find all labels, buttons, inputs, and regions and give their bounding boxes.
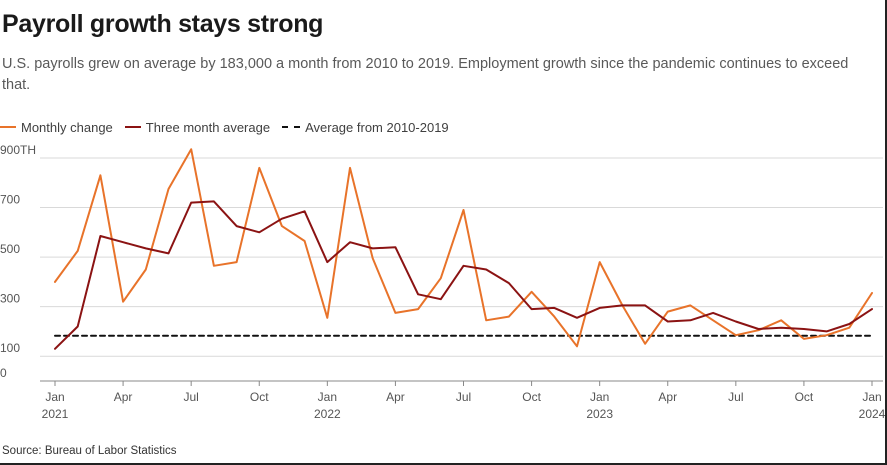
x-tick-label: Jan: [45, 390, 64, 404]
chart-legend: Monthly change Three month average Avera…: [0, 118, 461, 136]
legend-item-average: Average from 2010-2019: [282, 120, 449, 135]
series-line-monthly-change: [54, 148, 873, 348]
x-tick-label: Jul: [728, 390, 743, 404]
y-tick-label: 100: [0, 341, 20, 355]
x-tick-year-label: 2022: [314, 407, 341, 421]
y-tick-label: 700: [0, 193, 20, 207]
x-tick-label: Jan: [862, 390, 881, 404]
x-tick-year-label: 2024: [859, 407, 886, 421]
y-tick-label: 900TH: [0, 143, 36, 157]
legend-swatch-monthly: [0, 126, 16, 128]
y-tick-label: 500: [0, 242, 20, 256]
series-line-three-month-average: [54, 200, 873, 350]
chart-title: Payroll growth stays strong: [2, 10, 324, 38]
legend-label-monthly: Monthly change: [21, 119, 113, 135]
x-tick-year-label: 2023: [586, 407, 613, 421]
legend-swatch-three-month: [124, 126, 141, 128]
line-chart: 0 100 300 500 700 900TH Jan 2021 Apr Jul Oct Jan 202…: [0, 143, 886, 421]
x-tick-label: Jul: [183, 390, 198, 404]
x-tick-label: Jul: [456, 390, 471, 404]
x-tick-year-label: 2021: [42, 407, 69, 421]
legend-item-three-month: Three month average: [124, 119, 271, 135]
y-tick-label: 300: [0, 292, 20, 306]
legend-item-monthly: Monthly change: [0, 120, 113, 135]
y-tick-label: 0: [0, 366, 7, 380]
x-tick-label: Apr: [114, 390, 133, 404]
x-tick-label: Oct: [522, 390, 541, 404]
x-tick-label: Apr: [658, 390, 677, 404]
x-tick-label: Oct: [250, 390, 269, 404]
chart-subtitle: U.S. payrolls grew on average by 183,000…: [2, 56, 849, 93]
source-note: Source: Bureau of Labor Statistics: [2, 445, 177, 457]
x-tick-label: Oct: [795, 390, 814, 404]
x-tick-label: Jan: [318, 390, 337, 404]
legend-swatch-average: [282, 126, 301, 128]
legend-label-three-month: Three month average: [145, 119, 271, 135]
legend-label-average: Average from 2010-2019: [305, 119, 449, 135]
x-tick-label: Apr: [386, 390, 405, 404]
x-tick-label: Jan: [590, 390, 609, 404]
